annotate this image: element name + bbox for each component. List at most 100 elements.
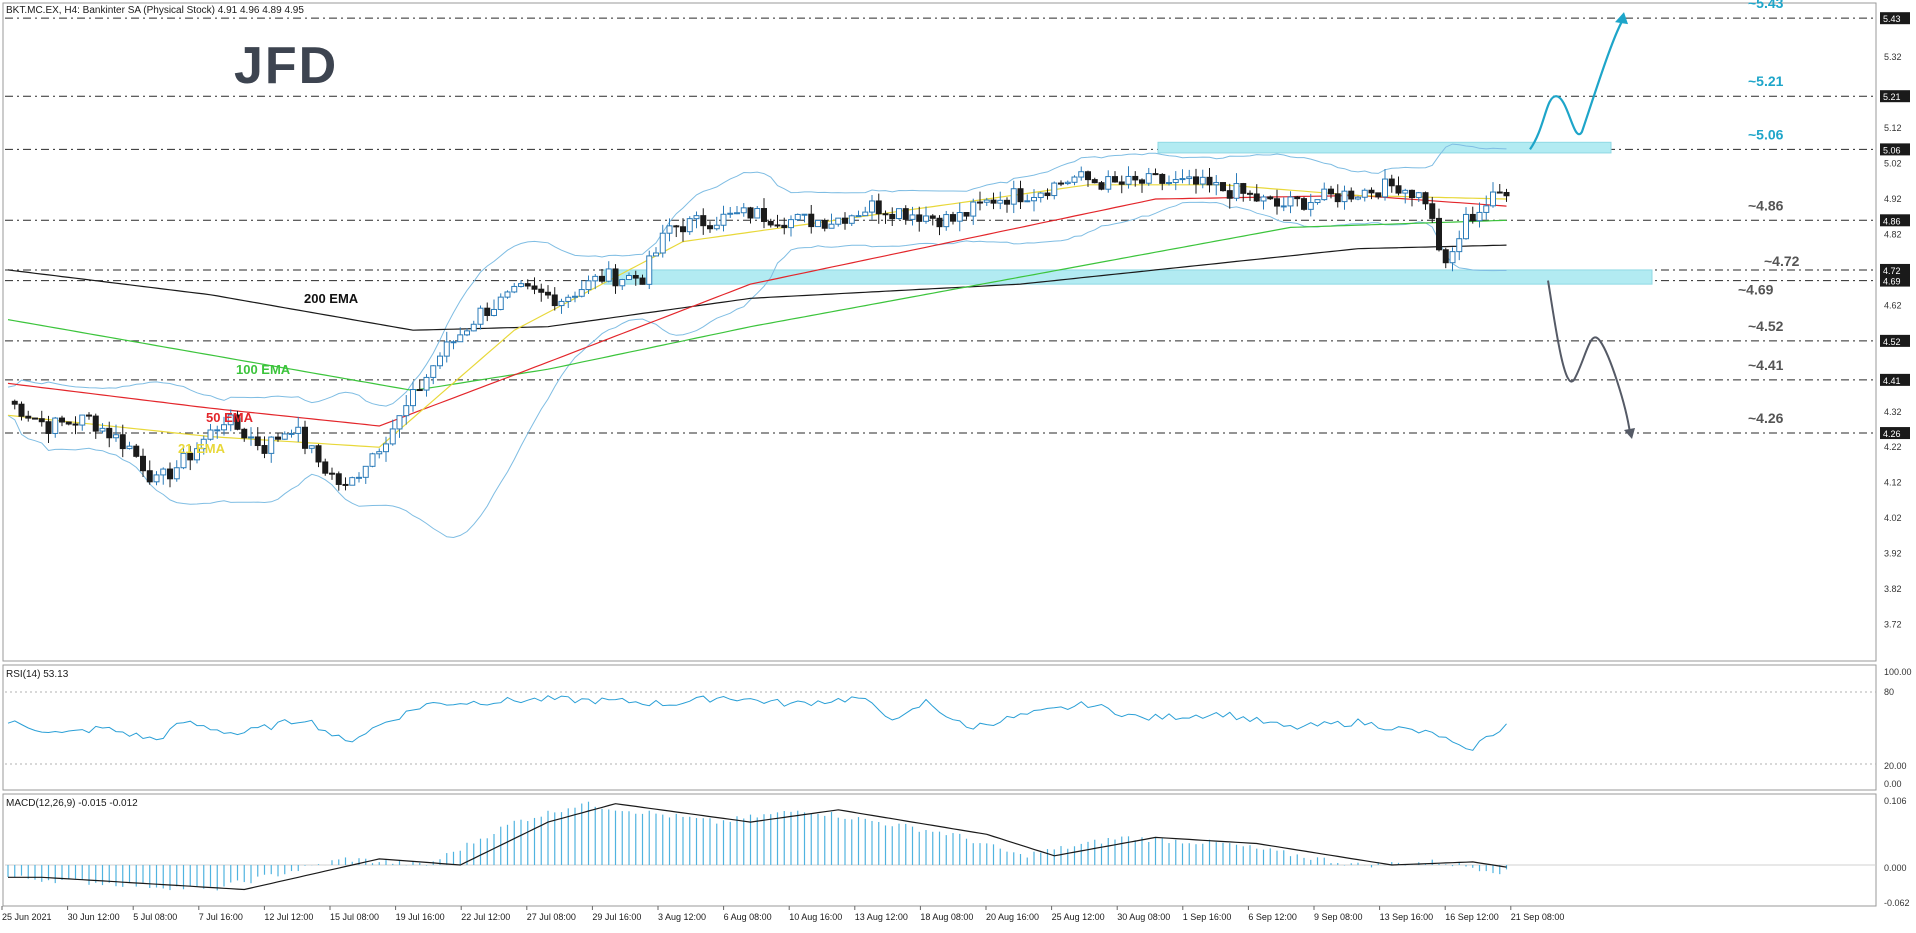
candle-body [52,417,59,434]
price-badge-text: 4.26 [1883,429,1901,439]
price-badge [1880,373,1910,386]
candle-body [1260,196,1267,202]
candle-body [1301,198,1307,210]
time-label: 7 Jul 16:00 [199,912,243,922]
candle-body [578,289,585,297]
candle-body [511,285,518,293]
candle-body [1193,176,1199,185]
candle-body [221,424,227,431]
candle-body [977,201,983,204]
rsi-tick-0: 0.00 [1884,779,1902,789]
candle-body [1152,173,1159,176]
candle-body [1402,189,1409,194]
candle-body [673,225,680,228]
candle-body [1037,192,1044,198]
candle-body [1274,198,1280,207]
candle-body [180,452,187,469]
price-badge-text: 4.41 [1883,376,1901,386]
candle-body [1429,203,1436,219]
time-label: 29 Jul 16:00 [592,912,641,922]
candle-body [1199,176,1206,185]
candle-body [545,291,551,296]
candle-body [943,214,950,228]
candle-body [295,426,302,434]
candle-body [1483,205,1490,213]
candle-body [1496,191,1503,194]
candle-body [187,452,194,461]
candle-body [92,415,99,432]
candle-body [950,214,956,222]
candle-body [1206,176,1213,186]
level-label: ~4.41 [1748,357,1784,373]
price-badge [1880,334,1910,347]
candle-body [268,436,275,454]
time-label: 10 Aug 16:00 [789,912,842,922]
candle-body [639,277,646,285]
candle-body [160,468,167,476]
candle-body [167,468,173,480]
candle-body [1348,190,1355,200]
candle-body [1132,175,1139,181]
macd-panel-frame [2,793,1877,907]
candle-body [1051,182,1058,197]
level-label: ~4.72 [1764,253,1800,269]
candle-body [362,465,369,478]
candle-body [956,212,963,222]
candle-body [1355,196,1361,200]
candle-body [396,415,403,430]
candle-body [11,400,18,405]
candle-body [254,436,261,447]
price-tick: 3.82 [1884,584,1902,594]
candle-body [1179,178,1186,181]
candle-body [801,213,808,216]
candle-body [835,217,842,225]
time-label: 25 Jun 2021 [2,912,52,922]
time-label: 13 Sep 16:00 [1380,912,1434,922]
candle-body [659,232,666,254]
candle-body [1159,173,1166,184]
rsi-tick-100: 100.00 [1884,667,1912,677]
candle-body [720,213,727,226]
price-tick: 5.02 [1884,159,1902,169]
candle-body [531,285,538,290]
candle-body [815,219,821,228]
bollinger-lower [7,201,1507,539]
candle-body [794,213,801,221]
time-label: 5 Jul 08:00 [133,912,177,922]
candle-body [430,365,437,378]
candle-body [612,268,619,287]
resistance-zone [1157,141,1612,154]
candle-body [173,467,180,480]
time-label: 3 Aug 12:00 [658,912,706,922]
candle-body [302,426,308,449]
candle-body [605,268,612,282]
candle-body [626,275,632,281]
price-tick: 5.32 [1884,52,1902,62]
candle-body [646,255,653,285]
candle-body [666,225,673,234]
price-badge [1880,263,1910,276]
candle-body [25,415,32,419]
time-label: 6 Sep 12:00 [1248,912,1297,922]
candle-body [1328,188,1334,195]
candle-body [842,217,848,224]
candle-body [443,341,450,357]
candle-body [335,473,342,485]
candle-body [1503,191,1510,197]
main-panel-frame [2,2,1877,662]
candle-body [1280,205,1287,208]
candle-body [1409,189,1415,199]
candle-body [59,417,65,423]
candle-body [734,212,740,215]
candle-body [1166,182,1172,185]
candle-body [1287,196,1294,207]
candle-body [828,223,835,229]
candle-body [1321,188,1328,201]
candle-body [916,214,923,222]
macd-tick-bottom: -0.062 [1884,898,1910,908]
candle-body [329,472,335,475]
candle-body [1091,179,1098,184]
candle-body [923,215,929,222]
candle-body [457,334,464,343]
